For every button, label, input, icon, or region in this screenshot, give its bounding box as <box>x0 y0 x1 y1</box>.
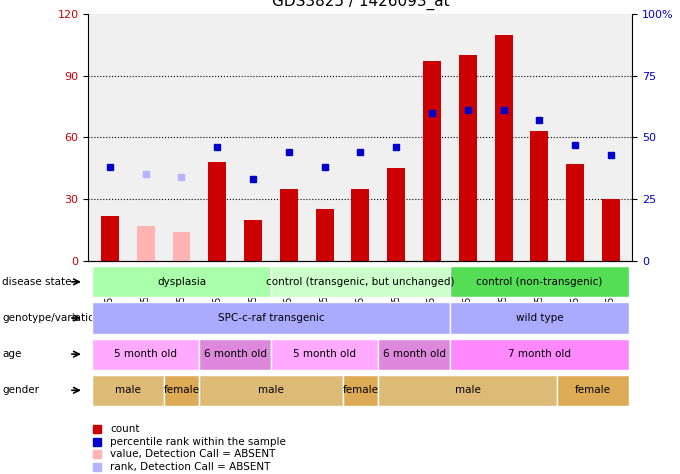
FancyBboxPatch shape <box>164 374 199 406</box>
Text: disease state: disease state <box>2 277 71 287</box>
Bar <box>387 168 405 261</box>
FancyBboxPatch shape <box>378 338 450 370</box>
Bar <box>137 226 154 261</box>
Text: female: female <box>343 385 378 395</box>
Text: 5 month old: 5 month old <box>293 349 356 359</box>
FancyBboxPatch shape <box>450 266 629 298</box>
Text: control (transgenic, but unchanged): control (transgenic, but unchanged) <box>266 277 455 287</box>
Text: count: count <box>110 424 139 434</box>
Bar <box>208 162 226 261</box>
Text: 7 month old: 7 month old <box>508 349 571 359</box>
Text: wild type: wild type <box>515 313 563 323</box>
FancyBboxPatch shape <box>199 374 343 406</box>
Text: percentile rank within the sample: percentile rank within the sample <box>110 437 286 447</box>
Text: female: female <box>163 385 199 395</box>
Bar <box>101 216 119 261</box>
Text: male: male <box>115 385 141 395</box>
Text: 5 month old: 5 month old <box>114 349 177 359</box>
FancyBboxPatch shape <box>450 302 629 334</box>
Bar <box>316 210 334 261</box>
FancyBboxPatch shape <box>271 338 378 370</box>
Text: female: female <box>575 385 611 395</box>
FancyBboxPatch shape <box>450 338 629 370</box>
Bar <box>244 219 262 261</box>
Text: SPC-c-raf transgenic: SPC-c-raf transgenic <box>218 313 324 323</box>
Bar <box>280 189 298 261</box>
FancyBboxPatch shape <box>92 338 199 370</box>
FancyBboxPatch shape <box>378 374 557 406</box>
Text: genotype/variation: genotype/variation <box>2 313 101 323</box>
Bar <box>352 189 369 261</box>
Text: value, Detection Call = ABSENT: value, Detection Call = ABSENT <box>110 449 275 459</box>
Text: 6 month old: 6 month old <box>383 349 445 359</box>
FancyBboxPatch shape <box>92 302 450 334</box>
Bar <box>530 131 548 261</box>
FancyBboxPatch shape <box>271 266 450 298</box>
Text: gender: gender <box>2 385 39 395</box>
Text: age: age <box>2 349 21 359</box>
Bar <box>423 62 441 261</box>
FancyBboxPatch shape <box>92 374 164 406</box>
Text: male: male <box>455 385 481 395</box>
FancyBboxPatch shape <box>557 374 629 406</box>
Bar <box>602 199 620 261</box>
Bar <box>173 232 190 261</box>
Title: GDS3825 / 1426093_at: GDS3825 / 1426093_at <box>271 0 449 10</box>
Bar <box>494 35 513 261</box>
Text: 6 month old: 6 month old <box>203 349 267 359</box>
FancyBboxPatch shape <box>343 374 378 406</box>
Text: male: male <box>258 385 284 395</box>
FancyBboxPatch shape <box>199 338 271 370</box>
Bar <box>459 55 477 261</box>
Text: control (non-transgenic): control (non-transgenic) <box>476 277 602 287</box>
FancyBboxPatch shape <box>92 266 271 298</box>
Text: rank, Detection Call = ABSENT: rank, Detection Call = ABSENT <box>110 463 271 473</box>
Bar <box>566 164 584 261</box>
Text: dysplasia: dysplasia <box>157 277 206 287</box>
